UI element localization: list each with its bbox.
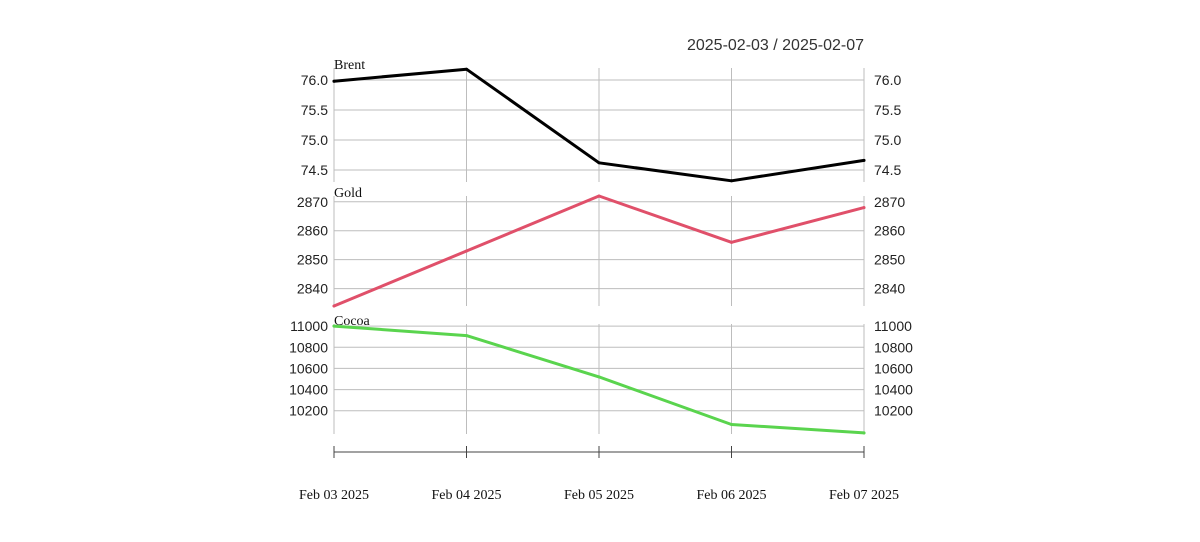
y-tick-label-right: 74.5: [874, 162, 901, 178]
y-tick-label-right: 76.0: [874, 72, 901, 88]
y-tick-label-left: 75.5: [301, 102, 328, 118]
y-tick-label-left: 2870: [297, 194, 328, 210]
y-tick-label-left: 74.5: [301, 162, 328, 178]
panel-brent: 76.0 76.0 75.5 75.5 75.0 75.0 74.5 74.5 Brent: [301, 58, 901, 183]
y-tick-label-left: 2840: [297, 281, 328, 297]
data-point-cocoa: [862, 431, 866, 435]
panel-label: Cocoa: [334, 314, 371, 329]
y-tick-label-right: 10400: [874, 382, 913, 398]
panel-cocoa: 11000 11000 10800 10800 10600 10600 10400 10400…: [289, 314, 913, 435]
x-tick-label: Feb 05 2025: [564, 488, 634, 503]
y-tick-label-right: 2870: [874, 194, 905, 210]
y-tick-label-right: 10600: [874, 360, 913, 376]
y-tick-label-right: 75.5: [874, 102, 901, 118]
x-tick-label: Feb 07 2025: [829, 488, 899, 503]
data-point-gold: [332, 304, 336, 308]
y-tick-label-right: 2840: [874, 281, 905, 297]
x-tick-label: Feb 03 2025: [299, 488, 369, 503]
y-tick-label-left: 10800: [289, 339, 328, 355]
panel-label: Gold: [334, 186, 362, 201]
data-point-cocoa: [465, 334, 468, 338]
y-tick-label-left: 76.0: [301, 72, 328, 88]
data-point-brent: [597, 161, 601, 165]
data-point-gold: [465, 249, 468, 253]
x-tick-label: Feb 06 2025: [697, 488, 767, 503]
y-tick-label-left: 2860: [297, 223, 328, 239]
data-point-gold: [597, 194, 601, 198]
data-point-brent: [730, 179, 733, 183]
panel-gold: 2870 2870 2860 2860 2850 2850 2840 2840 Gold: [297, 186, 905, 308]
y-tick-label-right: 10800: [874, 339, 913, 355]
data-point-cocoa: [332, 324, 336, 328]
y-tick-label-left: 10400: [289, 382, 328, 398]
y-tick-label-left: 10200: [289, 403, 328, 419]
data-point-gold: [730, 240, 733, 244]
y-tick-label-right: 11000: [874, 318, 912, 334]
y-tick-label-left: 10600: [289, 360, 328, 376]
data-point-brent: [332, 79, 336, 83]
y-tick-label-left: 2850: [297, 252, 328, 268]
y-tick-label-left: 75.0: [301, 132, 328, 148]
data-point-gold: [862, 206, 866, 210]
x-tick-label: Feb 04 2025: [432, 488, 502, 503]
y-tick-label-right: 10200: [874, 403, 913, 419]
data-point-brent: [862, 158, 866, 162]
y-tick-label-right: 2860: [874, 223, 905, 239]
y-tick-label-right: 2850: [874, 252, 905, 268]
panel-label: Brent: [334, 58, 365, 73]
date-range-label: 2025-02-03 / 2025-02-07: [687, 37, 864, 54]
data-point-brent: [465, 67, 468, 71]
y-tick-label-right: 75.0: [874, 132, 901, 148]
y-tick-label-left: 11000: [290, 318, 328, 334]
data-point-cocoa: [597, 375, 601, 379]
data-point-cocoa: [730, 422, 733, 426]
